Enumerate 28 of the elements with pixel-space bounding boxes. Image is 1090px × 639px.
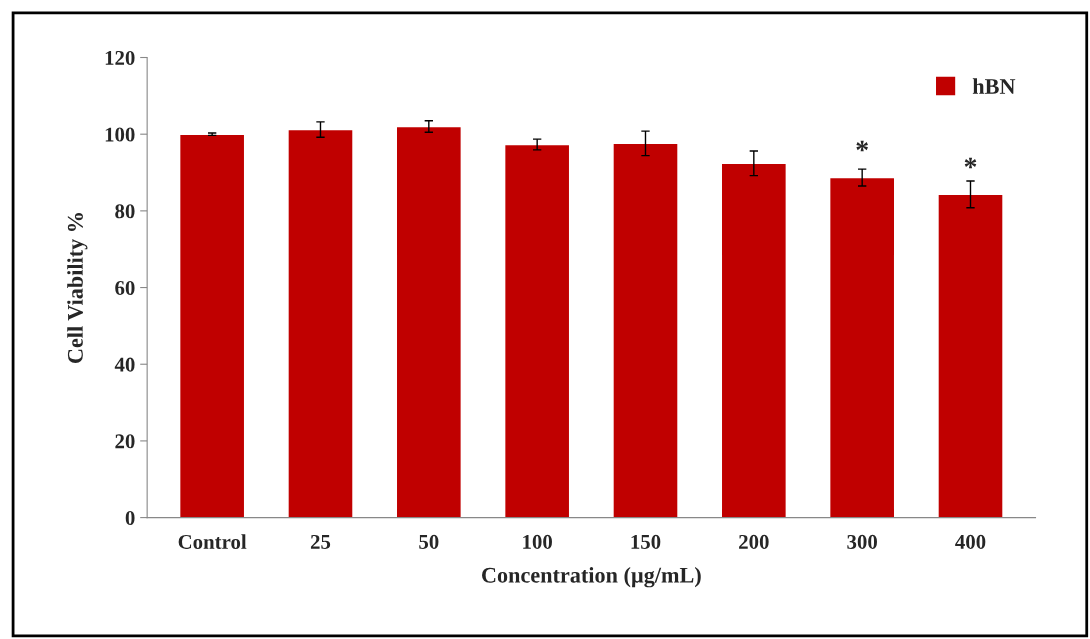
x-tick-label: 150 xyxy=(631,534,661,549)
bar xyxy=(395,125,463,518)
x-tick-label: 400 xyxy=(955,534,986,549)
x-axis-title: Concentration (µg/mL) xyxy=(482,567,701,588)
x-tick-label: 100 xyxy=(523,534,552,549)
x-tick-label: 50 xyxy=(419,534,439,549)
bar xyxy=(612,142,679,518)
y-tick-label: 20 xyxy=(115,434,135,449)
legend-label: hBN xyxy=(972,78,1016,94)
y-tick-label: 60 xyxy=(115,280,135,295)
bar xyxy=(828,176,896,518)
x-tick-label: 200 xyxy=(739,534,769,549)
y-axis-title: Cell Viability % xyxy=(67,213,88,364)
bar xyxy=(503,143,571,518)
annotation: * xyxy=(964,157,977,169)
bar xyxy=(937,193,1004,518)
x-tick-label: Control xyxy=(178,534,247,549)
y-tick-label: 120 xyxy=(105,50,135,65)
bar xyxy=(287,128,354,518)
annotation: * xyxy=(856,140,868,152)
y-tick-label: 40 xyxy=(114,357,135,372)
y-tick-label: 0 xyxy=(125,510,135,526)
y-tick-label: 80 xyxy=(115,204,135,219)
x-tick-label: 300 xyxy=(847,534,877,549)
bar xyxy=(720,162,788,518)
y-tick-label: 100 xyxy=(105,127,135,142)
bar xyxy=(178,133,246,518)
x-tick-label: 25 xyxy=(310,534,331,549)
